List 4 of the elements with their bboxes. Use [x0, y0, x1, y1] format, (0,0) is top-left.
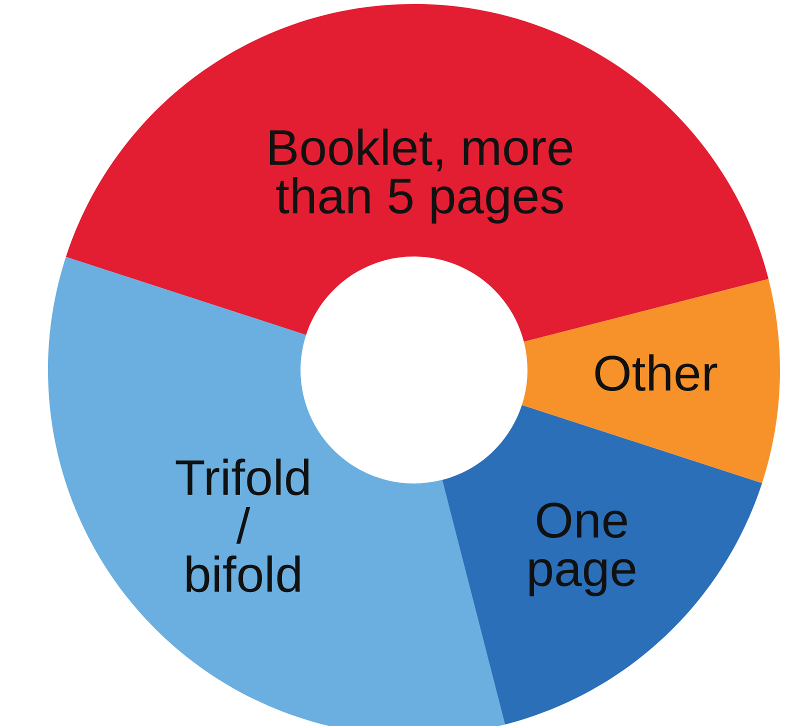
slice-label: Trifold / bifold: [176, 458, 309, 592]
slice-label: One page: [529, 502, 636, 596]
slice-label: Booklet, more than 5 pages: [270, 128, 572, 224]
slice-label: Other: [595, 354, 718, 392]
